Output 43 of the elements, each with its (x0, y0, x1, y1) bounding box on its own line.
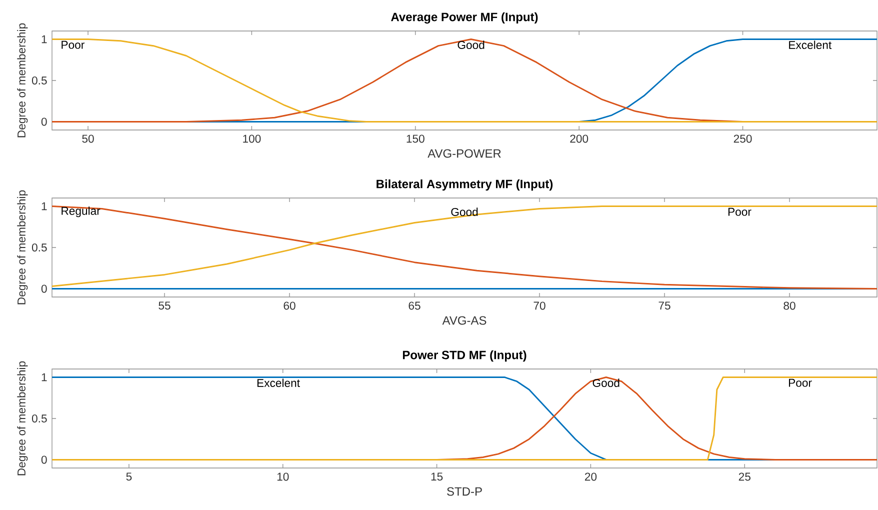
y-tick-label: 1 (42, 202, 47, 210)
x-tick-label: 55 (158, 302, 170, 310)
y-tick-label: 1 (42, 35, 47, 44)
y-tick-label: 0.5 (32, 414, 47, 422)
annotation: Good (451, 208, 478, 216)
series-label: Excelent (257, 378, 300, 387)
y-tick-label: 0.5 (32, 243, 47, 252)
series-label: Regular (62, 206, 100, 218)
x-axis-title: STD-P (447, 487, 482, 496)
y-tick-label: 0 (41, 284, 47, 293)
series-label: Poor (728, 208, 752, 216)
x-tick-label: 20 (584, 472, 597, 481)
y-axis-title: Degree of membership (17, 23, 28, 138)
series-label: Poor (788, 378, 812, 387)
x-tick-label: 60 (284, 302, 296, 310)
y-axis-title: Degree of membership (17, 190, 28, 304)
x-tick-label: 50 (82, 134, 94, 143)
x-tick-label: 25 (738, 472, 750, 481)
y-tick-label: 0 (41, 118, 47, 126)
chart-title: Average Power MF (Input) (391, 12, 538, 24)
x-axis-title: AVG-POWER (428, 149, 501, 158)
chart-title: Bilateral Asymmetry MF (Input) (376, 179, 553, 191)
x-tick-label: 5 (126, 472, 132, 481)
x-tick-label: 10 (277, 472, 289, 481)
y-tick-label: 0 (41, 456, 47, 464)
series-label: Good (592, 378, 620, 387)
chart-title: Power STD MF (Input) (402, 350, 526, 362)
series-label: Excelent (789, 40, 832, 50)
x-tick-label: 65 (408, 302, 420, 310)
x-tick-label: 70 (534, 302, 546, 310)
series-label: Poor (62, 40, 84, 49)
y-axis-title: Degree of membership (17, 361, 28, 476)
x-tick-label: 15 (431, 472, 443, 481)
x-tick-label: 80 (784, 302, 796, 310)
x-tick-label: 200 (570, 134, 588, 143)
series-label: Good (458, 40, 484, 50)
x-tick-label: 75 (658, 302, 670, 310)
x-axis-title: AVG-AS (442, 316, 486, 325)
y-tick-label: 1 (42, 373, 47, 382)
x-tick-label: 250 (734, 134, 752, 143)
y-tick-label: 0.5 (32, 76, 47, 84)
x-tick-label: 150 (406, 134, 424, 143)
x-tick-label: 100 (243, 134, 261, 143)
